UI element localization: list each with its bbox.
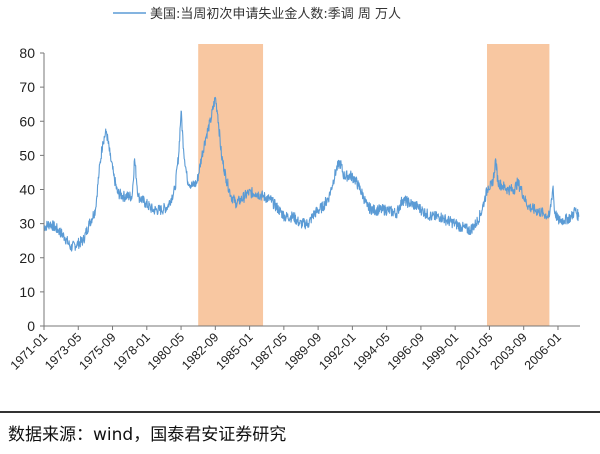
x-axis-ticks: 1971-011973-051975-091978-011980-051982-… <box>8 326 564 373</box>
x-tick-label: 1987-05 <box>248 330 290 372</box>
y-tick-label: 20 <box>19 250 35 266</box>
x-tick-label: 1994-05 <box>350 330 392 372</box>
y-tick-label: 30 <box>19 216 35 232</box>
y-axis-ticks: 0 10 20 30 40 50 60 70 80 <box>19 45 44 334</box>
y-tick-label: 60 <box>19 113 35 129</box>
x-tick-label: 1999-01 <box>419 330 461 372</box>
x-tick-label: 1975-09 <box>76 330 118 372</box>
series-layer <box>43 96 580 252</box>
series-line-1 <box>43 96 580 252</box>
x-tick-label: 1992-01 <box>316 330 358 372</box>
x-tick-label: 1973-05 <box>42 330 84 372</box>
source-note: 数据来源：wind，国泰君安证券研究 <box>8 425 287 445</box>
y-tick-label: 50 <box>19 147 35 163</box>
x-tick-label: 1989-09 <box>282 330 324 372</box>
y-tick-label: 0 <box>27 318 35 334</box>
recession-band-1 <box>198 44 264 326</box>
y-tick-label: 10 <box>19 284 35 300</box>
x-tick-label: 1978-01 <box>111 330 153 372</box>
x-tick-label: 1996-09 <box>385 330 427 372</box>
x-tick-label: 2003-09 <box>487 330 529 372</box>
x-tick-label: 2006-01 <box>522 330 564 372</box>
x-tick-label: 1980-05 <box>145 330 187 372</box>
x-tick-label: 1982-09 <box>179 330 221 372</box>
legend-label: 美国:当周初次申请失业金人数:季调 周 万人 <box>150 6 401 22</box>
recession-shading <box>198 44 550 326</box>
x-tick-label: 2001-05 <box>453 330 495 372</box>
source-divider <box>0 411 600 413</box>
y-tick-label: 70 <box>19 79 35 95</box>
x-tick-label: 1971-01 <box>8 330 50 372</box>
y-tick-label: 40 <box>19 182 35 198</box>
legend: 美国:当周初次申请失业金人数:季调 周 万人 <box>113 6 401 22</box>
y-tick-label: 80 <box>19 45 35 61</box>
x-tick-label: 1985-01 <box>213 330 255 372</box>
